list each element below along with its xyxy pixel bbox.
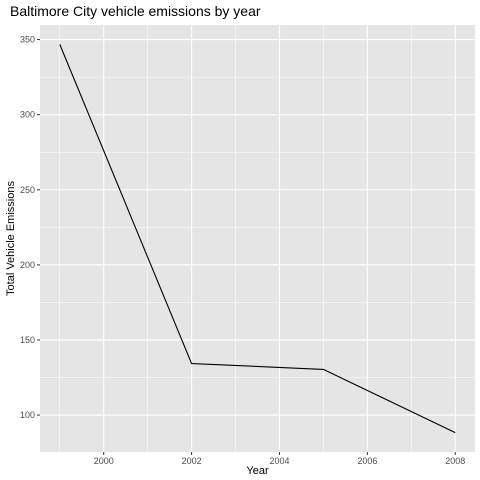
x-tick-label-2004: 2004 bbox=[269, 456, 289, 466]
y-axis-title: Total Vehicle Emissions bbox=[5, 181, 17, 296]
x-tick-label-2006: 2006 bbox=[357, 456, 377, 466]
y-tick-label-300: 300 bbox=[20, 110, 35, 120]
series-layer bbox=[59, 44, 456, 434]
major-gridlines bbox=[40, 25, 475, 452]
x-axis-title: Year bbox=[246, 465, 269, 477]
x-tick-label-2002: 2002 bbox=[182, 456, 202, 466]
y-tick-label-150: 150 bbox=[20, 335, 35, 345]
x-tick-label-2008: 2008 bbox=[445, 456, 465, 466]
chart-title: Baltimore City vehicle emissions by year bbox=[10, 3, 261, 19]
minor-gridlines bbox=[40, 25, 475, 452]
tick-labels: 2000 2002 2004 2006 2008 100 150 200 250 300 350 bbox=[20, 35, 465, 466]
y-tick-label-100: 100 bbox=[20, 410, 35, 420]
series-line-0 bbox=[59, 44, 456, 434]
y-tick-label-250: 250 bbox=[20, 185, 35, 195]
plot-panel bbox=[40, 25, 475, 452]
axis-ticks bbox=[37, 39, 456, 455]
y-tick-label-200: 200 bbox=[20, 260, 35, 270]
x-tick-label-2000: 2000 bbox=[94, 456, 114, 466]
y-tick-label-350: 350 bbox=[20, 35, 35, 45]
